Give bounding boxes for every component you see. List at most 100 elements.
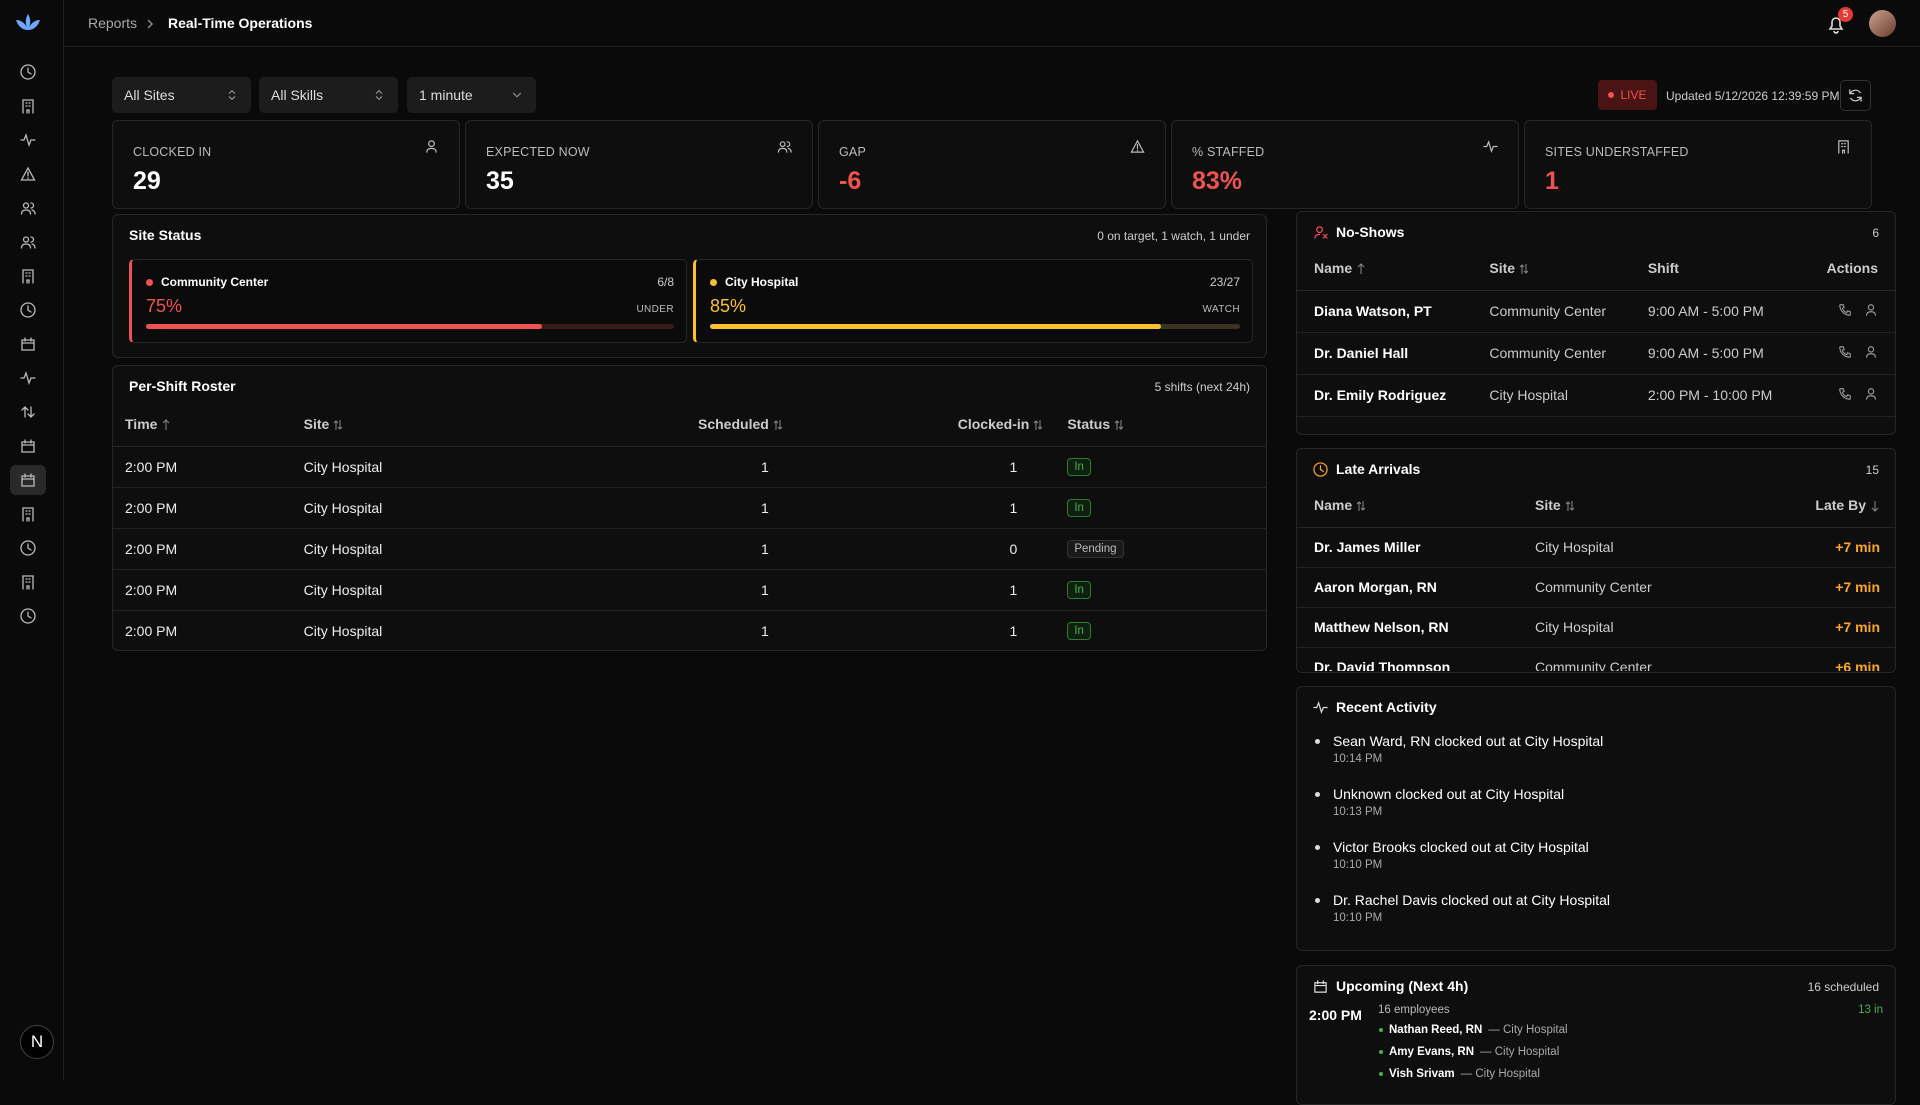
- nav-item[interactable]: [10, 159, 46, 189]
- icon: [21, 439, 35, 453]
- cell-text: 1: [1009, 581, 1018, 598]
- kpi-label: % STAFFED: [1192, 145, 1265, 159]
- nav-item[interactable]: [10, 567, 46, 597]
- column-label: Late By: [1815, 496, 1866, 513]
- panel-title: Recent Activity: [1313, 699, 1437, 715]
- nav-item[interactable]: [10, 295, 46, 325]
- filter-select[interactable]: All Sites: [112, 77, 251, 113]
- call-button[interactable]: [1838, 345, 1852, 362]
- filter-select[interactable]: All Skills: [259, 77, 398, 113]
- filter-value: All Skills: [271, 87, 324, 103]
- icon: [20, 302, 36, 318]
- column-header[interactable]: Clocked-in: [782, 402, 1044, 447]
- recent-activity-panel: Recent Activity Sean Ward, RN clocked out…: [1296, 686, 1896, 951]
- nav-item[interactable]: [10, 125, 46, 155]
- app: N Reports Real-Time Operations 5 All Sit…: [10, 0, 1920, 1105]
- cell-text: 1: [761, 458, 769, 475]
- icon: [20, 540, 36, 556]
- kpi-label: SITES UNDERSTAFFED: [1545, 145, 1689, 159]
- sort-indicator: [334, 420, 343, 431]
- icon: [777, 141, 792, 153]
- site-ratio: 6/8: [657, 275, 674, 289]
- nav-item[interactable]: [10, 465, 46, 495]
- nav-item[interactable]: [10, 329, 46, 359]
- refresh-button[interactable]: [1840, 80, 1871, 111]
- no-shows-table: Name Site Shift Actions Diana Watson, PT Comm…: [1297, 246, 1895, 417]
- site-state: UNDER: [636, 304, 674, 315]
- nav-item[interactable]: [10, 431, 46, 461]
- icon: [22, 575, 34, 590]
- late-table: Name Site Late By Dr. James Miller City Hosp…: [1297, 483, 1895, 671]
- row-actions: [1807, 374, 1895, 417]
- panel-summary: 5 shifts (next 24h): [1154, 380, 1250, 394]
- contact-button[interactable]: [1864, 303, 1878, 320]
- nav-item[interactable]: [10, 499, 46, 529]
- roster-cell: 1: [531, 610, 783, 650]
- person-site: — City Hospital: [1480, 1046, 1560, 1058]
- nav-item[interactable]: [10, 227, 46, 257]
- icon: [1839, 345, 1852, 358]
- user-avatar[interactable]: [1869, 10, 1896, 37]
- column-label: Time: [125, 415, 158, 432]
- late-row: Dr. James Miller City Hospital +7 min: [1297, 527, 1895, 568]
- column-header[interactable]: Site: [303, 402, 532, 447]
- late-row: Dr. David Thompson Community Center +6 min: [1297, 647, 1895, 671]
- filter-select[interactable]: 1 minute: [407, 77, 536, 113]
- icon: [1849, 89, 1862, 102]
- icon: [1130, 139, 1145, 153]
- cell-text: City Hospital: [303, 499, 383, 516]
- column-header[interactable]: Name: [1297, 246, 1490, 291]
- panel-summary: 0 on target, 1 watch, 1 under: [1097, 229, 1250, 243]
- icon: [21, 473, 35, 487]
- column-header[interactable]: Site: [1489, 246, 1648, 291]
- cell-text: 2:00 PM: [125, 499, 178, 516]
- activity-time: 10:10 PM: [1333, 859, 1383, 871]
- nav-item[interactable]: [10, 363, 46, 393]
- roster-cell: In: [1043, 569, 1266, 611]
- column-label: Name: [1314, 259, 1353, 276]
- user-menu[interactable]: N: [20, 1025, 54, 1059]
- nav-item[interactable]: [10, 91, 46, 121]
- nav-item[interactable]: [10, 533, 46, 563]
- icon: [375, 89, 383, 101]
- person-dot: [1379, 1028, 1383, 1032]
- column-header[interactable]: Name: [1297, 483, 1535, 528]
- call-button[interactable]: [1838, 387, 1852, 404]
- header-row: Time Site Scheduled Clocked-in Status: [113, 402, 1266, 447]
- breadcrumb-parent[interactable]: Reports: [88, 15, 138, 31]
- nav-item[interactable]: [10, 601, 46, 631]
- call-button[interactable]: [1838, 303, 1852, 320]
- nav-item[interactable]: [10, 193, 46, 223]
- cell-text: 2:00 PM - 10:00 PM: [1647, 374, 1808, 417]
- nav-item[interactable]: [10, 57, 46, 87]
- cell-text: 9:00 AM - 5:00 PM: [1647, 290, 1808, 333]
- kpi-card: % STAFFED 83%: [1171, 120, 1519, 209]
- kpi-label: GAP: [839, 145, 866, 159]
- column-header[interactable]: Site: [1535, 483, 1745, 528]
- notifications-bell[interactable]: [1825, 13, 1847, 35]
- cell-text: 1: [1009, 458, 1018, 475]
- cell-text: 2:00 PM: [125, 458, 178, 475]
- panel-title: Late Arrivals: [1313, 461, 1420, 477]
- contact-button[interactable]: [1864, 345, 1878, 362]
- contact-button[interactable]: [1864, 387, 1878, 404]
- status-badge: Pending: [1067, 540, 1124, 558]
- column-label: Status: [1067, 415, 1111, 432]
- nav-item[interactable]: [10, 397, 46, 427]
- column-header[interactable]: Time: [113, 402, 304, 447]
- roster-cell: City Hospital: [303, 446, 532, 488]
- nav-item[interactable]: [10, 261, 46, 291]
- icon: [20, 202, 36, 215]
- roster-cell: 2:00 PM: [113, 569, 304, 611]
- panel-count: 15: [1865, 463, 1879, 477]
- activity-dot: [1315, 898, 1320, 903]
- roster-cell: 1: [782, 569, 1044, 611]
- person-name: Amy Evans, RN: [1389, 1046, 1475, 1058]
- column-header[interactable]: Late By: [1745, 483, 1895, 528]
- column-header[interactable]: Scheduled: [531, 402, 783, 447]
- column-header[interactable]: Status: [1043, 402, 1266, 447]
- roster-cell: In: [1043, 610, 1266, 650]
- sort-indicator: [1033, 420, 1043, 431]
- cell-text: City Hospital: [303, 622, 383, 639]
- roster-row: 2:00 PM City Hospital 1 1 In: [113, 446, 1266, 488]
